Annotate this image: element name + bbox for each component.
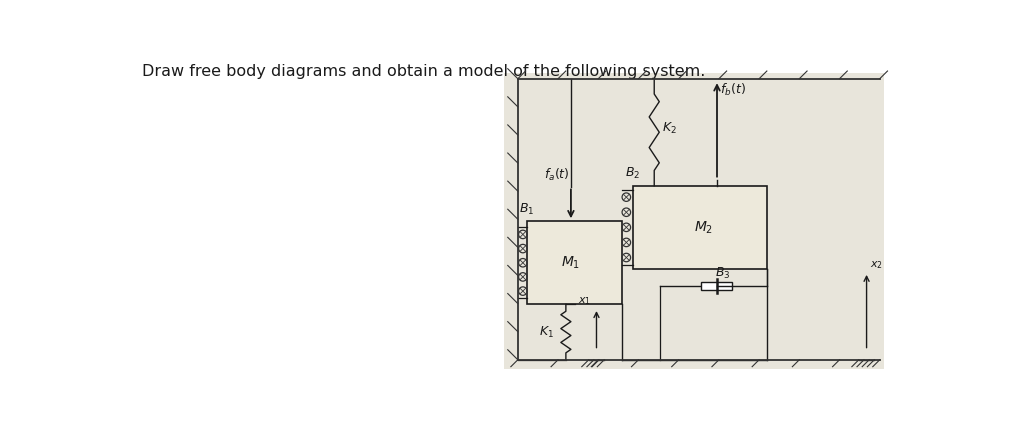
Text: $K_2$: $K_2$ [662,121,677,136]
Text: $f_a(t)$: $f_a(t)$ [544,167,569,184]
Bar [527,221,623,304]
Text: $M_1$: $M_1$ [561,255,581,271]
Bar [701,282,731,290]
Bar [504,73,884,369]
Text: $B_1$: $B_1$ [518,201,534,217]
Text: Draw free body diagrams and obtain a model of the following system.: Draw free body diagrams and obtain a mod… [142,64,706,79]
Bar [633,186,767,269]
Text: $K_1$: $K_1$ [539,325,554,340]
Text: $B_2$: $B_2$ [625,166,640,181]
Text: $B_3$: $B_3$ [715,266,730,281]
Text: $f_b(t)$: $f_b(t)$ [720,82,746,98]
Text: $x_1$: $x_1$ [578,296,591,307]
Text: $x_2$: $x_2$ [870,259,884,271]
Text: $M_2$: $M_2$ [694,219,714,235]
